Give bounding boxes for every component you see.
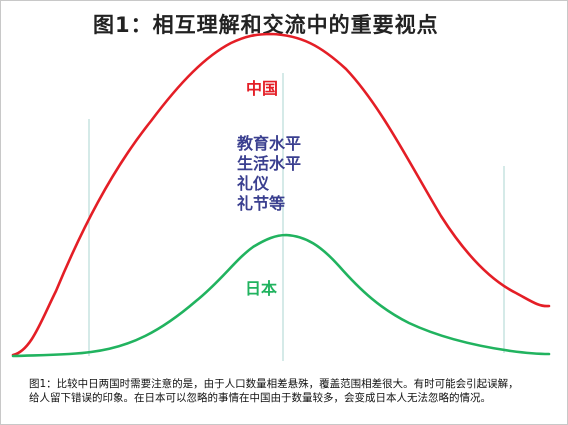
figure-caption: 图1：比较中日两国时需要注意的是，由于人口数量相差悬殊，覆盖范围相差很大。有时可… <box>29 378 519 404</box>
factor-item: 教育水平 <box>237 134 302 153</box>
china-curve-label: 中国 <box>246 79 279 98</box>
japan-curve-label: 日本 <box>245 279 278 298</box>
factor-item: 礼节等 <box>237 194 286 213</box>
china-distribution-curve <box>11 32 551 357</box>
japan-distribution-curve <box>11 233 551 358</box>
factor-item: 生活水平 <box>237 154 302 173</box>
factor-list: 教育水平 生活水平 礼仪 礼节等 <box>237 134 301 214</box>
factor-item: 礼仪 <box>237 174 270 193</box>
